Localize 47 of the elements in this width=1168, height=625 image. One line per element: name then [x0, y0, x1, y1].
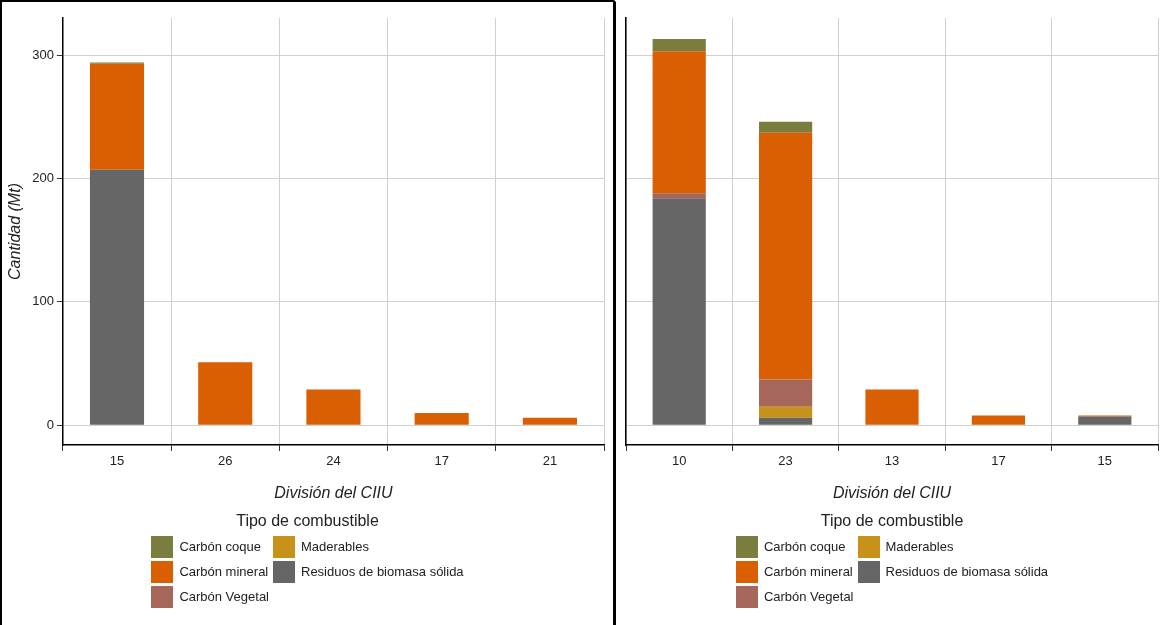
y-tick-label: 100 [32, 293, 54, 309]
bar [89, 63, 145, 170]
x-tick-label: 13 [884, 453, 900, 469]
bar [759, 406, 813, 418]
y-axis-title: Cantidad (Mt) [6, 183, 24, 280]
legend-label: Maderables [301, 539, 369, 554]
legend-label: Carbón coque [179, 539, 262, 554]
legend-label: Carbón Vegetal [763, 589, 854, 604]
legend-title: Tipo de combustible [236, 512, 379, 530]
bar [522, 417, 577, 425]
x-tick-label: 24 [326, 453, 341, 469]
y-tick-label: 200 [32, 170, 54, 186]
bar [759, 132, 813, 380]
legend-label: Carbón mineral [179, 564, 269, 579]
bar [759, 121, 813, 133]
legend-label: Residuos de biomasa sólida [885, 564, 1049, 579]
y-tick-label: 0 [46, 416, 54, 432]
legend-label: Residuos de biomasa sólida [301, 564, 464, 579]
x-tick-label: 23 [778, 453, 793, 469]
x-tick-label: 15 [1097, 453, 1113, 469]
legend-label: Carbón coque [763, 539, 846, 554]
bar [759, 417, 813, 425]
bar [971, 415, 1025, 425]
bar [414, 412, 469, 425]
legend-label: Carbón Vegetal [179, 589, 269, 604]
x-tick-label: 10 [671, 453, 687, 469]
x-tick-label: 17 [991, 453, 1006, 469]
x-axis-title: División del CIIU [274, 483, 394, 501]
legend-title: Tipo de combustible [820, 512, 964, 530]
bar [1078, 416, 1132, 425]
x-tick-label: 15 [109, 453, 125, 469]
x-tick-label: 17 [434, 453, 449, 469]
x-tick-label: 21 [542, 453, 558, 469]
bar [759, 379, 813, 407]
bar [198, 362, 253, 425]
legend-label: Maderables [885, 539, 954, 554]
x-tick-label: 26 [217, 453, 233, 469]
bar [652, 51, 706, 194]
bar [652, 198, 706, 425]
bar [306, 389, 361, 425]
x-axis-title: División del CIIU [832, 483, 952, 501]
bar [865, 389, 919, 425]
bar [89, 169, 145, 425]
bar [652, 38, 706, 52]
y-tick-label: 300 [32, 46, 54, 62]
bar [652, 193, 706, 199]
legend-label: Carbón mineral [763, 564, 853, 579]
